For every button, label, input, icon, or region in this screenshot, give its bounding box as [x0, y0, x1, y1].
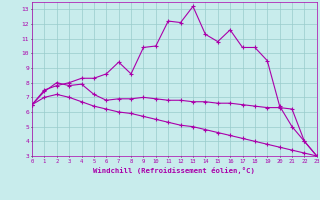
- X-axis label: Windchill (Refroidissement éolien,°C): Windchill (Refroidissement éolien,°C): [93, 167, 255, 174]
